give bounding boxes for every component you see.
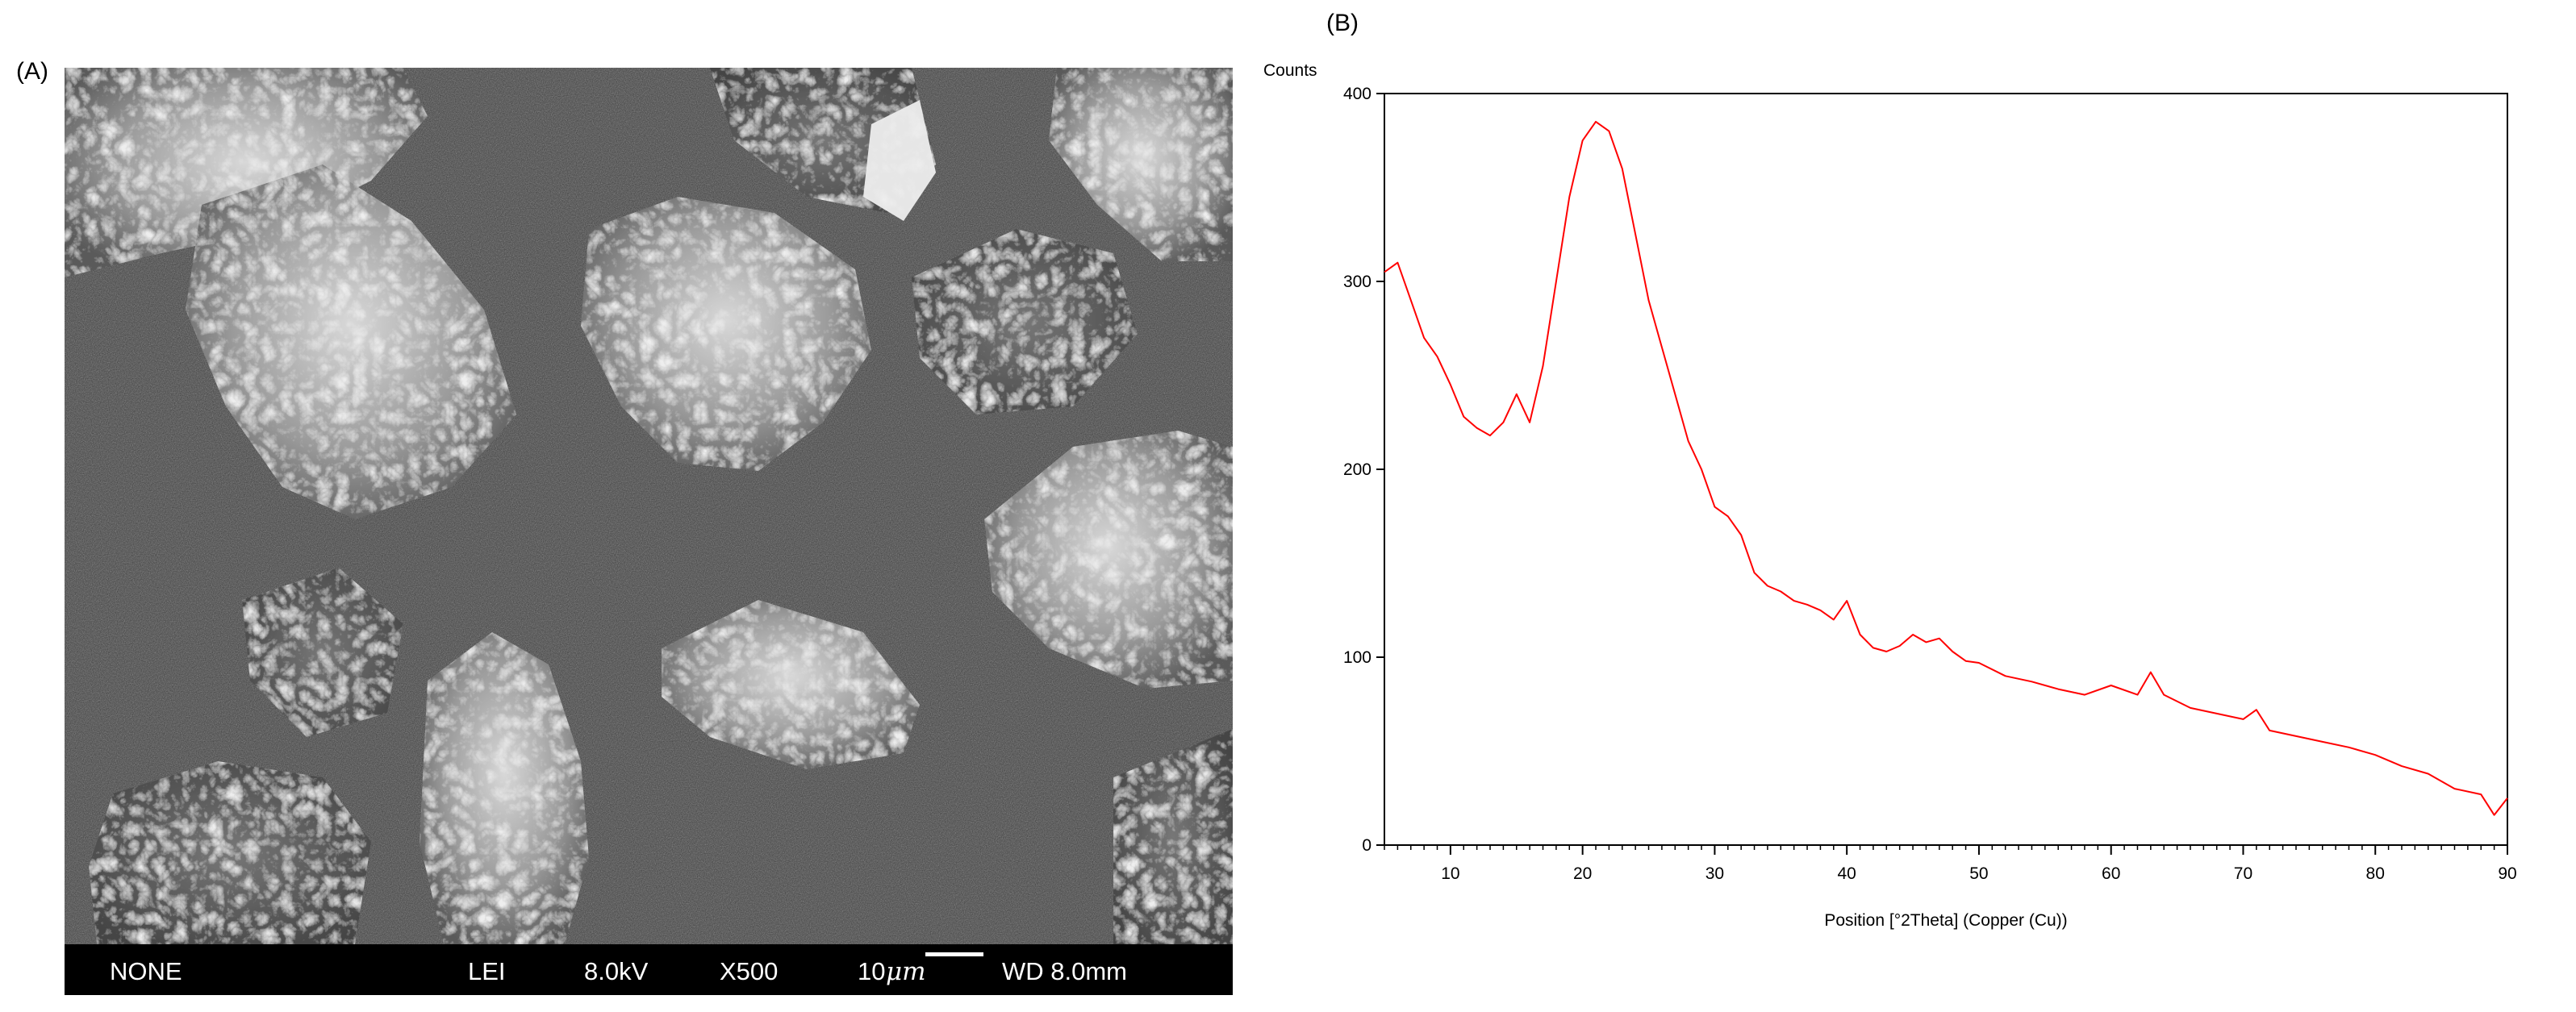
y-axis: 0 100 200 300 400 [1343, 85, 1384, 855]
panel-label-b: (B) [1326, 10, 1359, 36]
particle-bottom-right [1113, 729, 1233, 944]
sem-info-bar: NONE LEI 8.0kV X500 10 μm WD 8.0mm [65, 944, 1233, 995]
sem-scale-value: 10 [858, 957, 886, 985]
x-tick-label: 40 [1837, 864, 1856, 883]
particle-left-center [186, 165, 516, 519]
sem-voltage: 8.0kV [584, 957, 649, 985]
y-tick-label: 300 [1343, 273, 1372, 291]
particle-center [581, 197, 871, 471]
sem-image [65, 68, 1233, 944]
y-axis-title: Counts [1263, 61, 1317, 80]
panel-label-a: (A) [16, 58, 48, 85]
particle-right [984, 431, 1233, 689]
x-tick-label: 20 [1573, 864, 1592, 883]
y-tick-label: 400 [1343, 85, 1372, 103]
sem-scale-bar [925, 952, 983, 956]
particle-bottom-center [420, 632, 589, 944]
particle-bottom-left [89, 761, 371, 944]
sem-magnification: X500 [720, 957, 779, 985]
series-line-counts [1384, 120, 2508, 816]
x-axis-title: Position [°2Theta] (Copper (Cu)) [1824, 911, 2067, 930]
particle-center-right [662, 600, 920, 769]
sem-scale-unit: μm [886, 957, 926, 986]
particle-mid-left [242, 568, 403, 737]
x-axis: 10 20 30 40 50 60 70 80 90 [1441, 864, 2516, 883]
particle-top-right [1049, 68, 1233, 261]
sem-detector: LEI [468, 957, 506, 985]
sem-working-distance: WD 8.0mm [1002, 957, 1127, 985]
y-tick-label: 0 [1362, 836, 1372, 855]
y-tick-label: 100 [1343, 648, 1372, 667]
particle-cluster [65, 68, 1233, 944]
x-tick-label: 90 [2498, 864, 2516, 883]
x-tick-label: 30 [1706, 864, 1724, 883]
sem-signal: NONE [110, 957, 182, 985]
particle-bright-fragment [863, 100, 936, 221]
y-tick-label: 200 [1343, 460, 1372, 479]
x-tick-label: 60 [2102, 864, 2120, 883]
sem-micrograph: NONE LEI 8.0kV X500 10 μm WD 8.0mm [65, 68, 1233, 995]
x-tick-label: 10 [1441, 864, 1459, 883]
x-tick-label: 50 [1969, 864, 1988, 883]
x-axis-minor-ticks [1384, 845, 2508, 855]
particle-top-left [65, 68, 428, 277]
plot-frame [1384, 93, 2508, 846]
x-tick-label: 80 [2366, 864, 2385, 883]
particle-mid-right [912, 229, 1138, 414]
x-tick-label: 70 [2234, 864, 2252, 883]
